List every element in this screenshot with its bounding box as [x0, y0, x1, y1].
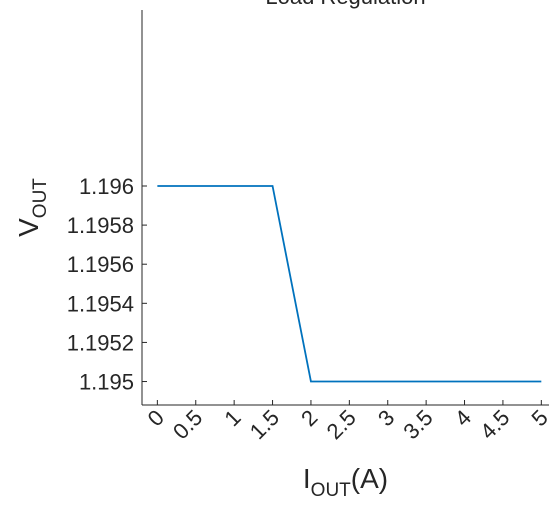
x-tick-label: 1	[219, 405, 245, 431]
y-tick-label: 1.1958	[67, 213, 134, 238]
x-axis-label: IOUT(A)	[303, 463, 388, 501]
chart-title: Load Regulation	[265, 0, 425, 9]
y-tick-label: 1.1954	[67, 291, 134, 316]
x-axis-label-main: I	[303, 463, 311, 494]
series-line-0	[157, 185, 542, 383]
x-tick-label: 2	[296, 405, 322, 431]
x-tick-label: 1.5	[245, 405, 284, 444]
x-tick-label: 0.5	[168, 405, 207, 444]
x-tick-label: 3	[373, 405, 399, 431]
y-axis-ticks: 1.195 1.1952 1.1954 1.1956 1.1958 1.196	[67, 174, 147, 395]
plot-area	[141, 10, 549, 406]
y-axis-label-main: V	[13, 218, 44, 237]
y-axis-label: VOUT	[13, 178, 51, 237]
x-tick-label: 5	[527, 405, 553, 431]
x-tick-label: 4	[450, 405, 476, 431]
x-tick-label: 0	[143, 405, 169, 431]
x-tick-label: 4.5	[475, 405, 514, 444]
x-tick-label: 2.5	[322, 405, 361, 444]
y-tick-label: 1.195	[79, 370, 134, 395]
y-tick-label: 1.196	[79, 174, 134, 199]
x-axis-ticks: 0 0.5 1 1.5 2 2.5 3 3.5 4 4.5 5	[143, 400, 553, 444]
y-tick-label: 1.1952	[67, 330, 134, 355]
x-axis-label-sub: OUT	[311, 480, 352, 501]
y-tick-label: 1.1956	[67, 252, 134, 277]
x-axis-label-suffix: (A)	[351, 463, 388, 494]
y-axis-label-sub: OUT	[30, 178, 51, 219]
x-tick-label: 3.5	[398, 405, 437, 444]
